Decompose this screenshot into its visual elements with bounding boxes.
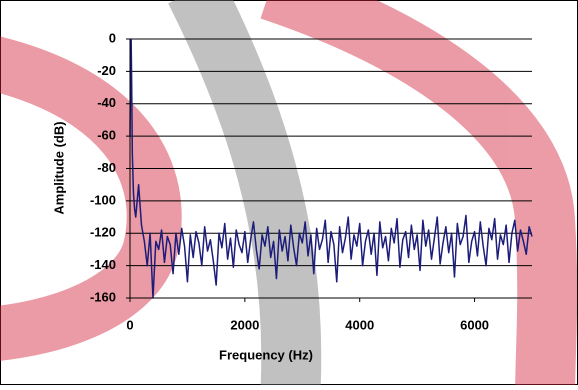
x-tick-label: 6000 — [460, 317, 489, 332]
x-axis-title: Frequency (Hz) — [219, 347, 313, 362]
watermark-arc — [0, 36, 182, 361]
y-tick-label: -100 — [90, 192, 116, 207]
y-tick-label: -80 — [97, 160, 116, 175]
y-axis-title: Amplitude (dB) — [51, 121, 66, 214]
axes: 0 -20 -40 -60 -80 -100 -120 -140 -160 0 2000 4000 60… — [90, 30, 532, 332]
y-tick-label: -60 — [97, 128, 116, 143]
y-tick-label: -20 — [97, 63, 116, 78]
y-tick-label: -140 — [90, 257, 116, 272]
watermark-arc — [260, 0, 578, 390]
spectrum-line — [129, 38, 533, 299]
watermark-band — [168, 0, 322, 390]
y-tick-label: -40 — [97, 95, 116, 110]
x-tick-label: 2000 — [230, 317, 259, 332]
plot — [129, 38, 533, 299]
x-tick-label: 0 — [126, 317, 133, 332]
x-tick-label: 4000 — [345, 317, 374, 332]
y-tick-label: -120 — [90, 225, 116, 240]
y-tick-label: -160 — [90, 289, 116, 304]
y-tick-label: 0 — [109, 30, 116, 45]
